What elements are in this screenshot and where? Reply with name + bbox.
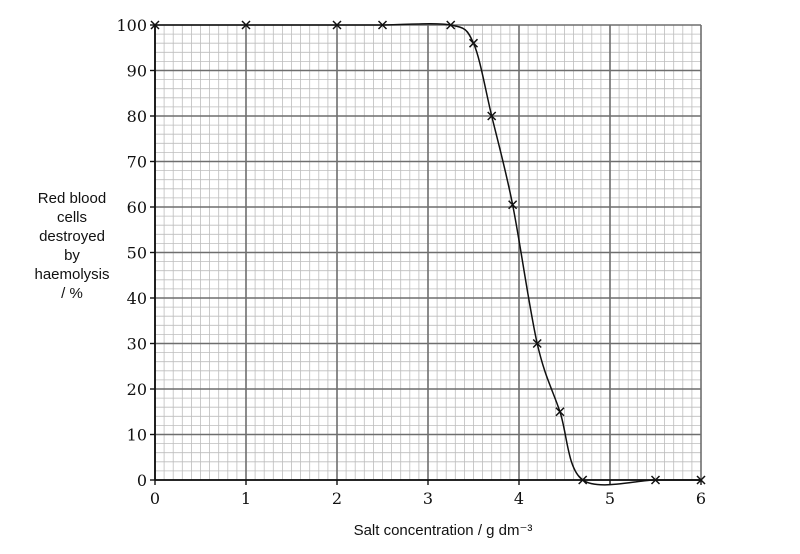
data-point bbox=[508, 200, 518, 210]
y-axis-label-line: Red blood bbox=[38, 190, 106, 207]
x-axis-label: Salt concentration / g dm⁻³ bbox=[354, 522, 533, 539]
data-point bbox=[578, 475, 588, 485]
grid bbox=[150, 24, 702, 485]
x-tick-label: 4 bbox=[514, 489, 524, 508]
y-tick-label: 20 bbox=[127, 380, 147, 399]
data-point bbox=[241, 20, 251, 30]
data-point bbox=[532, 338, 542, 349]
y-axis-label-line: by bbox=[64, 247, 80, 264]
y-axis-label-line: haemolysis bbox=[34, 266, 109, 283]
data-point bbox=[150, 20, 160, 30]
y-tick-label: 70 bbox=[127, 153, 147, 172]
y-tick-label: 80 bbox=[127, 107, 147, 126]
y-tick-label: 30 bbox=[127, 335, 147, 354]
x-tick-label: 3 bbox=[423, 489, 433, 508]
y-tick-label: 10 bbox=[127, 426, 147, 445]
y-tick-label: 60 bbox=[127, 198, 147, 217]
markers bbox=[150, 20, 706, 485]
y-axis-label-line: destroyed bbox=[39, 228, 105, 245]
y-axis-label-line: cells bbox=[57, 209, 87, 226]
y-tick-label: 100 bbox=[116, 16, 147, 35]
x-tick-label: 6 bbox=[696, 489, 706, 508]
data-point bbox=[555, 407, 565, 417]
data-point bbox=[487, 111, 497, 121]
data-point bbox=[650, 475, 661, 485]
y-tick-label: 50 bbox=[127, 244, 147, 263]
x-tick-label: 0 bbox=[150, 489, 160, 508]
y-axis-label: Red blood cells destroyed by haemolysis / % bbox=[34, 190, 109, 302]
data-point bbox=[377, 20, 388, 30]
y-tick-label: 40 bbox=[127, 289, 147, 308]
data-point bbox=[332, 20, 342, 30]
y-tick-label: 0 bbox=[137, 471, 147, 490]
x-tick-label: 5 bbox=[605, 489, 615, 508]
y-axis-label-line: / % bbox=[61, 285, 83, 302]
x-tick-label: 2 bbox=[332, 489, 342, 508]
y-tick-label: 90 bbox=[127, 62, 147, 81]
x-tick-label: 1 bbox=[241, 489, 251, 508]
data-point bbox=[446, 20, 456, 30]
data-point bbox=[468, 38, 479, 48]
data-point bbox=[696, 475, 706, 485]
